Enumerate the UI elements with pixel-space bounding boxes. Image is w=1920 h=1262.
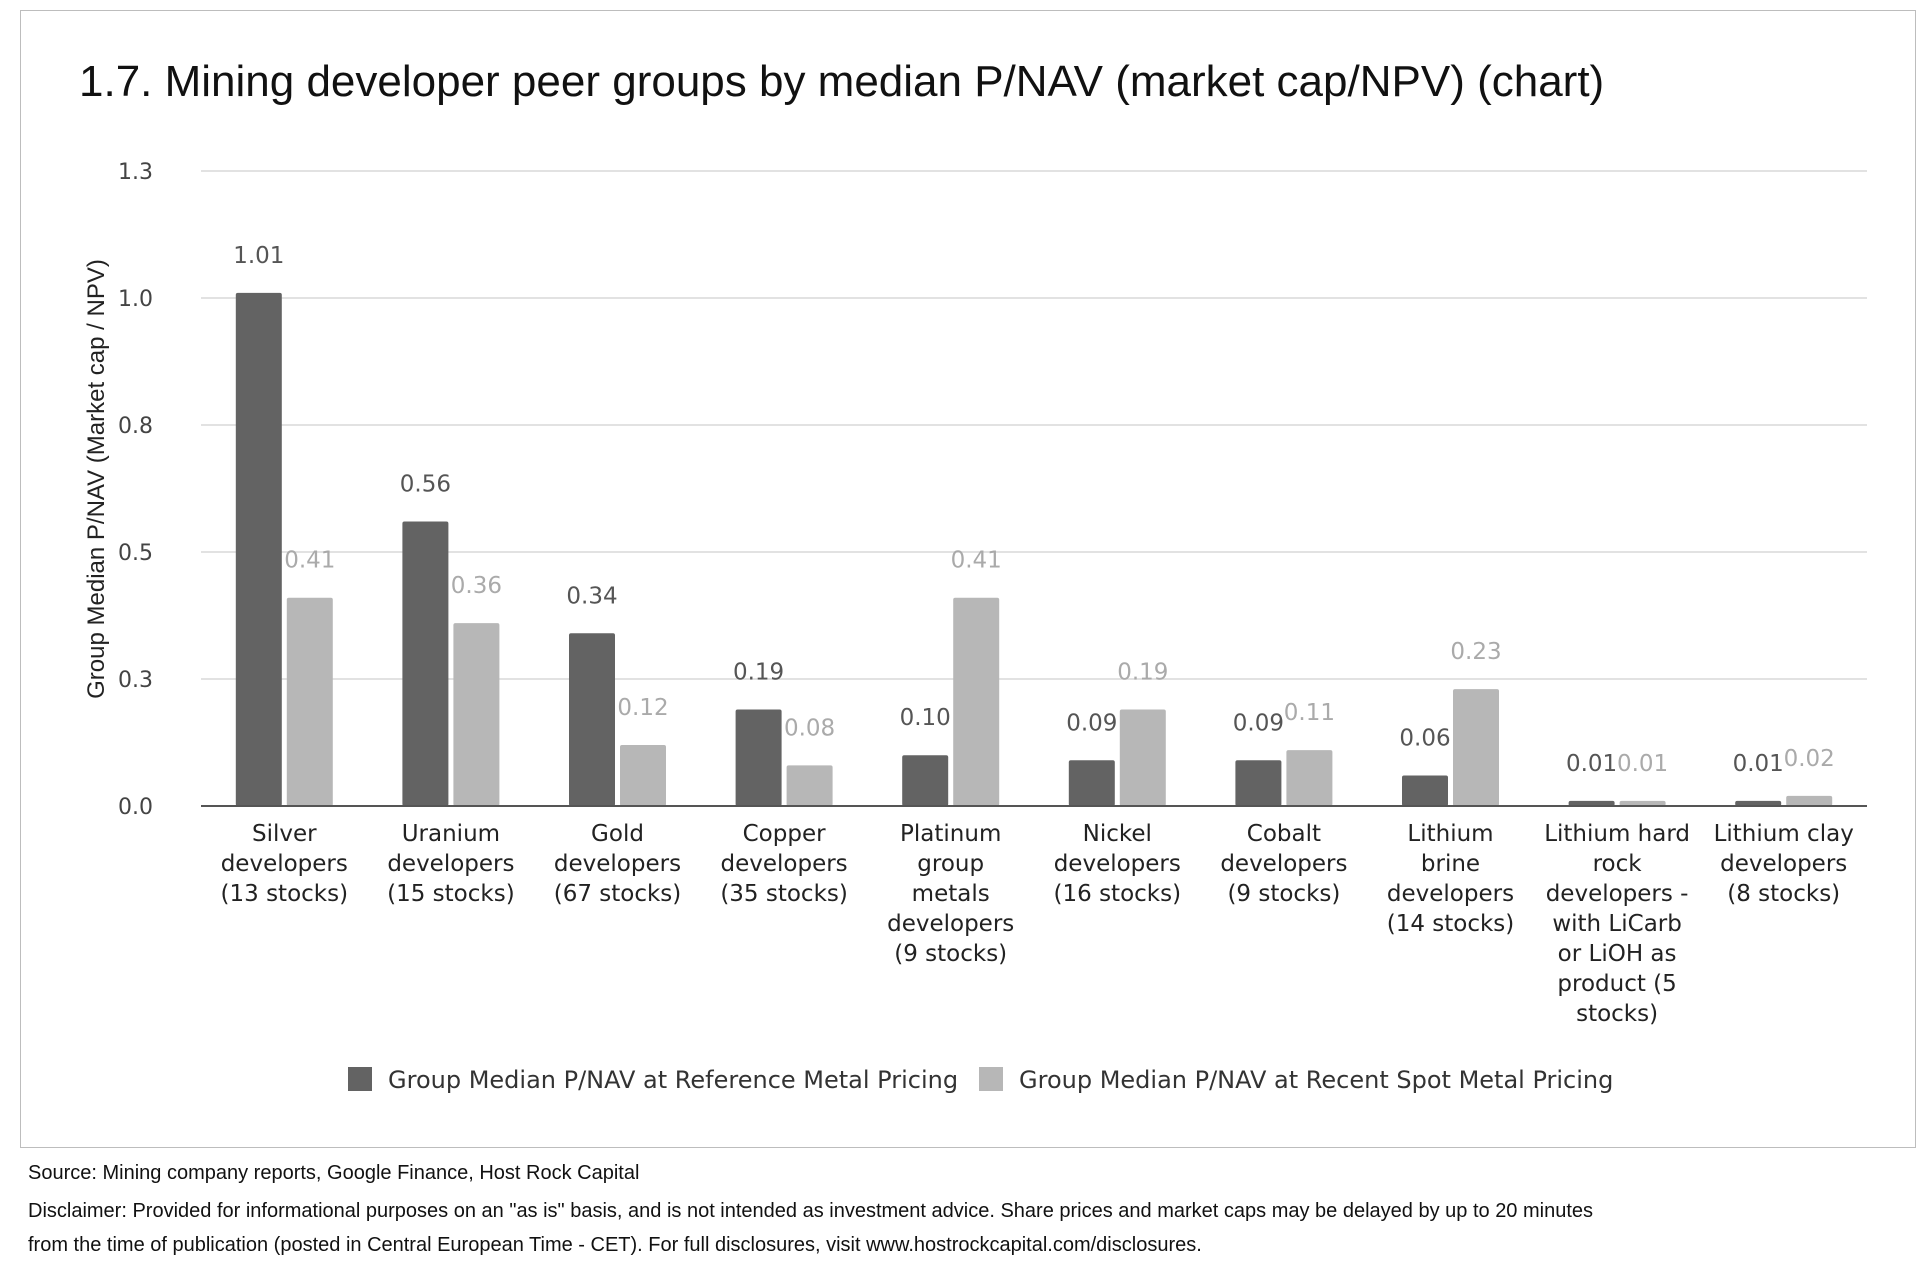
data-label-reference: 0.09 bbox=[1233, 710, 1284, 736]
bar-reference bbox=[235, 292, 282, 806]
category-label: Platinum group metals developers (9 stocks) bbox=[887, 821, 1014, 967]
bar-reference bbox=[402, 521, 449, 806]
category-label: Cobalt developers (9 stocks) bbox=[1220, 821, 1347, 907]
category-label: Nickel developers (16 stocks) bbox=[1054, 821, 1182, 907]
source-note: Source: Mining company reports, Google F… bbox=[28, 1162, 640, 1184]
bars bbox=[235, 292, 1833, 806]
bar-spot bbox=[1453, 689, 1499, 806]
legend-swatch-spot bbox=[979, 1067, 1003, 1091]
data-label-reference: 0.01 bbox=[1566, 751, 1617, 777]
y-tick-label: 0.3 bbox=[118, 668, 153, 693]
bar-reference bbox=[735, 709, 782, 806]
category-label: Lithium clay developers (8 stocks) bbox=[1714, 821, 1854, 907]
legend-label-spot: Group Median P/NAV at Recent Spot Metal … bbox=[1019, 1066, 1613, 1094]
data-label-spot: 0.08 bbox=[784, 715, 835, 741]
bar-reference bbox=[1068, 760, 1115, 806]
y-axis-ticks: 0.0 0.3 0.5 0.8 1.0 1.3 bbox=[118, 160, 153, 820]
data-label-spot: 0.12 bbox=[617, 695, 668, 721]
data-label-reference: 1.01 bbox=[233, 243, 284, 269]
category-label: Lithium hard rock developers -with LiCarb o… bbox=[1544, 821, 1690, 1027]
data-label-reference: 0.06 bbox=[1399, 726, 1450, 752]
bar-reference bbox=[569, 633, 615, 806]
category-label: Uranium developers (15 stocks) bbox=[387, 821, 515, 907]
category-label: Gold developers (67 stocks) bbox=[554, 821, 682, 907]
category-label: Silver developers (13 stocks) bbox=[221, 821, 349, 907]
data-label-spot: 0.23 bbox=[1450, 639, 1501, 665]
bar-spot bbox=[786, 765, 833, 806]
data-label-reference: 0.01 bbox=[1733, 751, 1784, 777]
chart-title: 1.7. Mining developer peer groups by med… bbox=[79, 57, 1604, 106]
chart: 1.7. Mining developer peer groups by med… bbox=[79, 57, 1867, 1094]
bar-spot bbox=[286, 597, 333, 806]
data-label-spot: 0.01 bbox=[1617, 751, 1668, 777]
bar-spot bbox=[1619, 800, 1666, 806]
data-label-reference: 0.19 bbox=[733, 659, 784, 685]
chart-frame: 1.7. Mining developer peer groups by med… bbox=[20, 10, 1916, 1148]
data-label-reference: 0.10 bbox=[900, 705, 951, 731]
bar-spot bbox=[953, 597, 1000, 806]
data-label-spot: 0.11 bbox=[1284, 700, 1335, 726]
bar-reference bbox=[1735, 800, 1782, 806]
bar-reference bbox=[1568, 800, 1615, 806]
bar-spot bbox=[453, 623, 500, 806]
data-label-spot: 0.02 bbox=[1784, 746, 1835, 772]
y-axis-label: Group Median P/NAV (Market cap / NPV) bbox=[83, 259, 110, 699]
data-label-spot: 0.41 bbox=[284, 548, 335, 574]
legend-label-reference: Group Median P/NAV at Reference Metal Pr… bbox=[388, 1066, 958, 1094]
category-labels: Silver developers (13 stocks) Uranium develo… bbox=[221, 821, 1854, 1027]
legend: Group Median P/NAV at Reference Metal Pr… bbox=[348, 1066, 1613, 1094]
bar-spot bbox=[620, 745, 666, 806]
data-labels: 1.01 0.41 0.56 0.36 0.34 0.12 0.19 0.08 0.10 0.41… bbox=[233, 243, 1835, 777]
data-label-spot: 0.41 bbox=[951, 548, 1002, 574]
data-label-reference: 0.09 bbox=[1066, 710, 1117, 736]
category-label: Lithium brine developers (14 stocks) bbox=[1387, 821, 1515, 937]
y-tick-label: 1.0 bbox=[118, 287, 153, 312]
bar-spot bbox=[1786, 795, 1833, 806]
y-tick-label: 0.8 bbox=[118, 414, 153, 439]
legend-swatch-reference bbox=[348, 1067, 372, 1091]
disclaimer-line-2: from the time of publication (posted in … bbox=[28, 1234, 1202, 1256]
y-tick-label: 0.0 bbox=[118, 795, 153, 820]
gridlines bbox=[201, 170, 1867, 680]
data-label-reference: 0.34 bbox=[566, 583, 617, 609]
disclaimer-line-1: Disclaimer: Provided for informational p… bbox=[28, 1200, 1594, 1222]
data-label-reference: 0.56 bbox=[400, 472, 451, 498]
data-label-spot: 0.19 bbox=[1117, 659, 1168, 685]
bar-reference bbox=[1235, 760, 1282, 806]
data-label-spot: 0.36 bbox=[451, 573, 502, 599]
bar-spot bbox=[1286, 750, 1333, 806]
y-tick-label: 1.3 bbox=[118, 160, 153, 185]
y-tick-label: 0.5 bbox=[118, 541, 153, 566]
bar-reference bbox=[902, 755, 949, 806]
bar-reference bbox=[1402, 775, 1448, 806]
bar-spot bbox=[1119, 709, 1166, 806]
category-label: Copper developers (35 stocks) bbox=[720, 821, 848, 907]
